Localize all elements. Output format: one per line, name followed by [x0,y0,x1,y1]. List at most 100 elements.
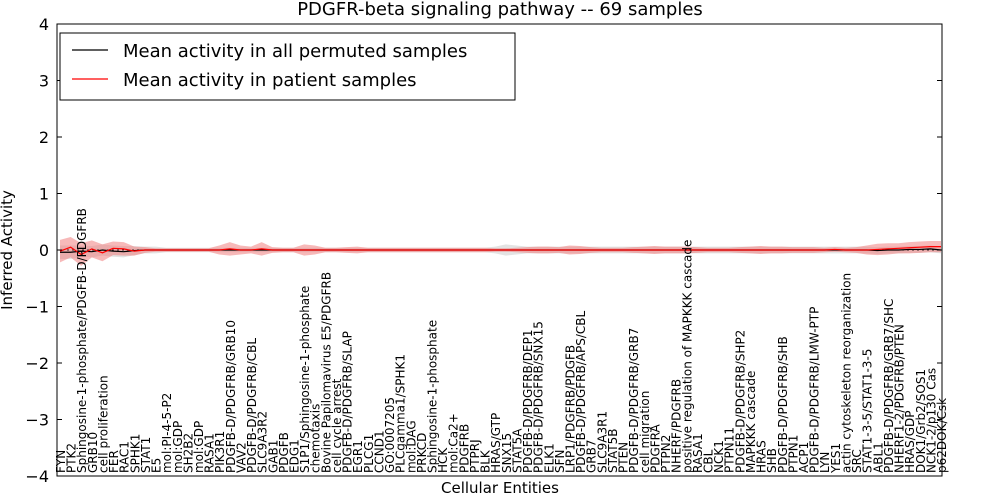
y-tick-label: 2 [39,128,49,147]
category-label: ABL1 [871,442,885,473]
category-label: SLC9A3R2 [256,411,270,473]
category-label: RASA1 [203,433,217,473]
category-label: cell proliferation [96,375,110,473]
category-label: PDGFB-D/PDGFRB/GRB7 [627,328,641,473]
category-label: PDGFB-D/PDGFRB/GRB10 [224,320,238,473]
category-label: PDGFB-D/PDGFRB/SNX15 [532,321,546,473]
y-tick-label: −2 [25,354,49,373]
category-label: chemotaxis [309,404,323,473]
y-tick-label: 3 [39,72,49,91]
category-label: PTEN [617,442,631,473]
category-label: VAV2 [234,442,248,473]
y-tick-label: 4 [39,15,49,34]
category-labels: FYNPTK2Sphingosine-1-phosphate/PDGFB-D/P… [54,208,949,474]
category-label: PLCG1 [362,434,376,473]
category-label: LRP1/PDGFRB/PDGFB [563,345,577,473]
category-label: PDGFB-D/PDGFRB/GRB7/SHC [882,299,896,473]
category-label: STAT1 [139,437,153,473]
patient-band [60,237,941,266]
category-label: PDGFB-D/PDGFRB/APS/CBL [574,310,588,473]
category-label: PDGFB [277,432,291,473]
category-label: NHERF/PDGFRB [670,379,684,473]
legend-box [59,32,516,101]
y-tick-label: 1 [39,185,49,204]
category-label: SPHK1 [128,434,142,473]
y-tick-label: 0 [39,241,49,260]
category-label: SLC9A3R1 [595,411,609,473]
y-axis-label: Inferred Activity [0,190,16,310]
category-label: Sphingosine-1-phosphate [426,320,440,473]
category-label: NCK1-2/p130 Cas [924,368,938,473]
category-label: PTK2 [65,443,79,473]
category-label: STAT1-3-5/STAT1-3-5 [861,349,875,473]
y-tick-label: −1 [25,298,49,317]
category-label: GAB1 [266,440,280,473]
category-label: SRC [850,449,864,473]
y-tick-label: −4 [25,467,49,486]
category-label: YES1 [829,443,843,474]
x-axis-label: Cellular Entities [441,479,559,497]
category-label: BLK [479,449,493,473]
category-label: actin cytoskeleton reorganization [839,273,853,473]
category-label: PTPN2 [659,435,673,473]
category-label: PDGFB-D/PDGFRB/SHB [776,336,790,473]
category-label: NHERF1-2/PDGFRB/PTEN [893,324,907,473]
category-label: ELK1 [542,443,556,473]
confidence-bands [60,237,941,266]
category-label: EDG1 [288,439,302,473]
category-label: PDGFRA [648,423,662,473]
category-label: SNX15 [500,433,514,473]
y-tick-label: −3 [25,411,49,430]
category-label: PDGFB-D/PDGFRB/SLAP [341,331,355,473]
category-label: DOK1/Grb2/SOS1 [914,369,928,473]
category-label: HRAS/GTP [489,413,503,473]
category-label: CBL [701,449,715,473]
category-label: mol:Ca2+ [447,413,461,473]
category-label: STAT5B [606,429,620,474]
category-label: PDGFB-D/PDGFRB/SHP2 [733,330,747,473]
chart-title: PDGFR-beta signaling pathway -- 69 sampl… [297,0,703,20]
category-label: HRAS [755,440,769,473]
category-label: PDGFB-D/PDGFRB/LMW-PTP [808,307,822,473]
patient-mean-line [59,246,941,256]
legend: Mean activity in all permuted samples Me… [59,32,516,101]
category-label: FER [107,450,121,473]
category-label: PRKCD [415,433,429,473]
category-label: RASA1 [691,433,705,473]
category-label: LYN [818,452,832,473]
category-label: ACP1 [797,442,811,473]
series-lines [59,246,942,256]
category-label: SFN [553,450,567,474]
category-label: CCND1 [372,430,386,473]
category-label: SHB [765,448,779,473]
category-label: HCK [436,447,450,473]
category-label: S1P1/Sphingosine-1-phosphate [298,286,312,473]
category-label: PTPRJ [468,439,482,473]
category-label: PTPN1 [786,435,800,473]
category-label: STAT5A [510,428,524,473]
category-label: mol:GDP [192,421,206,473]
legend-label-patient: Mean activity in patient samples [123,70,417,91]
category-label: HRAS/GDP [903,410,917,473]
category-label: PLCgamma1/SPHK1 [394,354,408,473]
category-label: Bovine Papilomavirus E5/PDGFRB [319,272,333,473]
category-label: cell cycle arrest [330,378,344,473]
category-label: mol:GDP [171,421,185,473]
category-label: mol:PI-4-5-P2 [160,393,174,473]
category-label: EGR1 [351,440,365,473]
category-label: SH2B2 [181,433,195,473]
category-label: cell migration [638,391,652,473]
category-label: GRB10 [86,432,100,473]
category-label: PTPN11 [723,427,737,473]
category-label: PDGFB-D/PDGFRB/DEP1 [521,329,535,473]
category-label: PDGFRB [457,424,471,473]
category-label: RAC1 [118,441,132,473]
category-label: Sphingosine-1-phosphate/PDGFB-D/PDGFRB [75,208,89,473]
category-label: E5 [150,458,164,473]
category-label: PIK3R1 [213,431,227,473]
category-label: NCK1 [712,440,726,473]
category-label: GRB7 [585,439,599,473]
category-label: MAPKKK cascade [744,371,758,473]
category-label: positive regulation of MAPKKK cascade [680,240,694,473]
